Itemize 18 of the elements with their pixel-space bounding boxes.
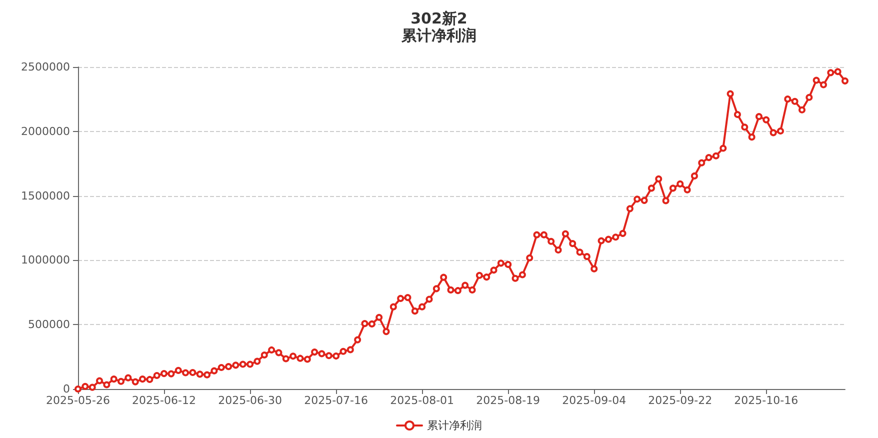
y-tick-label: 0 xyxy=(63,382,70,396)
x-tick-label: 2025-08-01 xyxy=(390,394,454,407)
x-tick-label: 2025-07-16 xyxy=(304,394,368,407)
x-tick-label: 2025-05-26 xyxy=(46,394,110,407)
y-tick-label: 1000000 xyxy=(21,254,70,267)
x-tick-label: 2025-06-12 xyxy=(132,394,196,407)
chart-subtitle: 累计净利润 xyxy=(400,26,476,44)
x-tick-label: 2025-10-16 xyxy=(734,394,798,407)
chart-title: 302新2 xyxy=(410,10,468,28)
x-tick-label: 2025-06-30 xyxy=(218,394,282,407)
y-tick-label: 500000 xyxy=(28,318,70,332)
y-tick-label: 2000000 xyxy=(21,124,70,138)
x-tick-label: 2025-08-19 xyxy=(476,394,540,407)
x-tick-label: 2025-09-22 xyxy=(648,394,712,407)
y-tick-label: 2500000 xyxy=(21,60,70,74)
y-tick-label: 1500000 xyxy=(21,189,70,202)
legend-label: 累计净利润 xyxy=(427,419,482,432)
x-tick-label: 2025-09-04 xyxy=(562,394,626,407)
